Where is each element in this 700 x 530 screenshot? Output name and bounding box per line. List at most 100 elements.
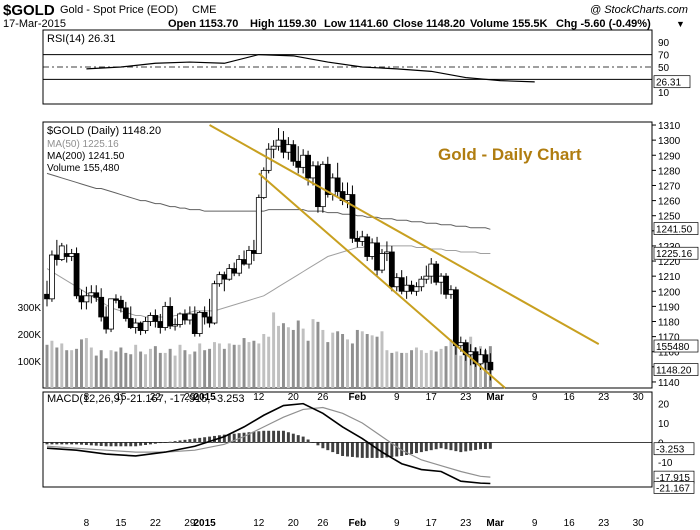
candle-body [216,274,223,285]
rsi-legend: RSI(14) 26.31 [47,33,115,45]
volume-bar [414,347,418,388]
macd-histogram-bar [469,442,473,451]
header-dropdown-icon[interactable]: ▼ [676,19,685,29]
macd-histogram-bar [459,442,463,453]
candle-body [487,361,494,371]
ma50-last-label: 1225.16 [656,249,693,260]
macd-x-label: 22 [150,518,162,529]
candle-body [63,253,70,257]
macd-histogram-bar [439,442,443,449]
candle-body [127,318,134,328]
candle-body [457,342,464,347]
volume-bar [291,329,295,388]
price-tick-label: 1250 [658,212,681,223]
macd-histogram-bar [301,436,305,443]
macd-histogram-bar [316,442,320,446]
candle-body [443,275,449,295]
macd-histogram-bar [99,442,103,446]
macd-histogram-bar [222,434,226,443]
volume-bar [84,338,88,388]
macd-histogram-bar [109,442,113,447]
macd-hist-last-label: -3.253 [656,445,685,456]
rsi-last-label-box [653,75,691,89]
candle-body [58,245,65,260]
macd-histogram-bar [424,442,428,452]
candle-body [408,284,415,292]
header-symbol: $GOLD [3,2,55,19]
candle-body [98,296,105,318]
macd-histogram-bar [247,432,251,443]
volume-bar [405,352,409,388]
candle-body [428,263,435,277]
candle-body [147,315,154,322]
candle-body [201,312,208,318]
volume-bar [281,323,285,388]
macd-histogram-bar [183,439,187,443]
candle-body [319,163,326,208]
price-x-label: 16 [564,392,576,403]
volume-bar [277,325,281,388]
macd-histogram-bar [75,442,79,445]
price-tick-label: 1180 [658,318,680,329]
price-tick-label: 1210 [658,272,681,283]
macd-histogram-bar [119,442,123,447]
rsi-line [86,53,535,83]
candle-body [305,154,311,179]
macd-histogram-bar [80,442,83,445]
volume-bar [242,338,246,388]
rsi-tick-label: 70 [658,51,670,62]
price-x-label: 17 [426,392,438,403]
macd-histogram-bar [198,437,202,443]
candle-body [275,139,282,147]
price-x-label: 15 [115,392,127,403]
candle-body [344,194,351,201]
volume-bar [50,340,54,388]
price-x-label: 12 [253,392,265,403]
macd-histogram-bar [444,442,448,450]
price-tick-label: 1200 [658,287,681,298]
macd-histogram-bar [168,441,172,443]
candle-body [448,289,454,295]
macd-histogram-bar [60,442,64,445]
price-tick-label: 1300 [658,136,681,147]
candle-body [103,316,110,330]
price-tick-label: 1310 [658,121,681,132]
price-legend-ma50: MA(50) 1225.16 [47,139,119,150]
candle-body [482,354,489,363]
volume-bar [119,347,123,388]
header-exchange: CME [192,4,217,16]
macd-x-label: 30 [633,518,645,529]
close-last-label: 1148.20 [656,366,692,377]
price-x-label: 29 [184,392,196,403]
volume-bar [217,343,221,388]
candle-body [255,197,262,254]
volume-bar [252,340,256,388]
volume-bar [272,312,276,388]
macd-histogram-bar [178,440,182,443]
candle-body [73,253,80,297]
candle-body [142,321,149,331]
candle-body [413,286,420,292]
macd-x-label: 9 [394,518,400,529]
macd-histogram-bar [188,439,192,443]
volume-bar [208,348,212,388]
macd-histogram-bar [464,442,468,452]
macd-histogram-bar [375,442,379,458]
volume-bar [148,348,152,388]
volume-bar [267,336,271,388]
macd-histogram-bar [70,442,74,445]
volume-bar [286,327,290,388]
candle-body [334,177,341,192]
macd-histogram-bar [65,442,69,445]
candle-body [108,298,114,330]
macd-histogram-bar [346,442,349,457]
candle-body [285,144,292,153]
macd-x-label: 8 [84,518,90,529]
volume-bar [326,342,330,388]
macd-x-label: 23 [460,518,472,529]
candle-body [295,160,302,168]
volume-bar [75,348,79,388]
candle-body [44,293,50,300]
macd-histogram-bar [272,430,276,443]
